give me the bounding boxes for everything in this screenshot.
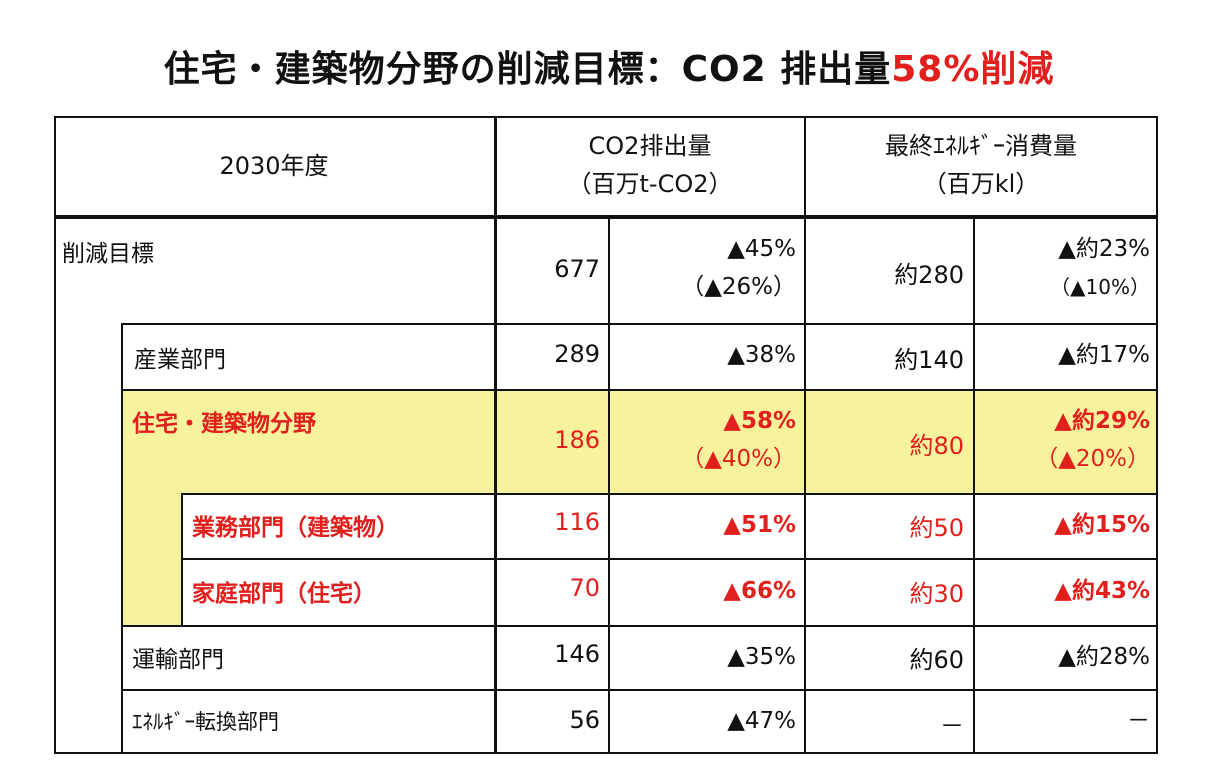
col-divider-co2-pct bbox=[608, 218, 610, 754]
row-residential-co2: 70 bbox=[569, 574, 600, 602]
title-main: 住宅・建築物分野の削減目標：CO2 排出量 bbox=[163, 49, 892, 90]
row-residential-energy: 約30 bbox=[909, 580, 964, 608]
header-energy-line2: （百万kl） bbox=[922, 170, 1040, 198]
row-line-5 bbox=[122, 625, 1158, 627]
row-label-energy-conversion: ｴﾈﾙｷﾞｰ転換部門 bbox=[132, 710, 279, 734]
indent-line-2 bbox=[181, 493, 183, 627]
row-target-co2: 677 bbox=[554, 255, 600, 283]
highlight-row bbox=[122, 390, 1158, 494]
row-transport-co2-pct: ▲35% bbox=[727, 644, 796, 670]
row-housing-energy: 約80 bbox=[909, 432, 964, 460]
row-line-2 bbox=[122, 389, 1158, 391]
row-commercial-energy-pct: ▲約15% bbox=[1054, 512, 1150, 538]
row-label-commercial: 業務部門（建築物） bbox=[192, 515, 399, 541]
title-highlight: 58%削減 bbox=[891, 49, 1055, 90]
row-target-co2-pct-sub: （▲26%） bbox=[681, 274, 796, 300]
row-industry-energy-pct: ▲約17% bbox=[1058, 342, 1150, 368]
row-target-co2-pct: ▲45% bbox=[727, 236, 796, 262]
col-divider-label bbox=[494, 116, 497, 754]
row-conversion-energy: － bbox=[940, 712, 964, 740]
row-housing-co2-pct: ▲58% bbox=[723, 408, 796, 434]
row-housing-energy-pct: ▲約29% bbox=[1054, 408, 1150, 434]
header-year: 2030年度 bbox=[219, 152, 329, 180]
indent-line-1 bbox=[121, 323, 123, 754]
row-line-3 bbox=[182, 493, 1158, 495]
row-commercial-energy: 約50 bbox=[909, 514, 964, 542]
row-housing-co2: 186 bbox=[554, 426, 600, 454]
row-housing-energy-pct-sub: （▲20%） bbox=[1035, 446, 1150, 472]
row-conversion-co2: 56 bbox=[569, 706, 600, 734]
col-divider-energy bbox=[804, 116, 806, 754]
row-commercial-co2-pct: ▲51% bbox=[723, 512, 796, 538]
row-label-transport: 運輸部門 bbox=[132, 647, 224, 673]
header-divider bbox=[54, 215, 1158, 219]
row-transport-co2: 146 bbox=[554, 640, 600, 668]
row-housing-co2-pct-sub: （▲40%） bbox=[681, 446, 796, 472]
col-divider-energy-pct bbox=[973, 218, 975, 754]
header-co2-line1: CO2排出量 bbox=[588, 132, 712, 160]
header-energy-line1: 最終ｴﾈﾙｷﾞｰ消費量 bbox=[885, 132, 1077, 160]
row-label-industry: 産業部門 bbox=[134, 347, 226, 373]
border-left bbox=[54, 116, 56, 754]
row-target-energy-pct: ▲約23% bbox=[1058, 236, 1150, 262]
row-target-energy: 約280 bbox=[894, 261, 964, 289]
row-label-target: 削減目標 bbox=[62, 241, 154, 267]
row-conversion-energy-pct: － bbox=[1127, 708, 1150, 734]
header-co2-line2: （百万t-CO2） bbox=[567, 170, 733, 198]
border-top bbox=[54, 116, 1158, 118]
row-conversion-co2-pct: ▲47% bbox=[727, 708, 796, 734]
row-label-housing-building: 住宅・建築物分野 bbox=[132, 411, 316, 437]
row-industry-co2: 289 bbox=[554, 340, 600, 368]
row-line-4 bbox=[182, 558, 1158, 560]
row-industry-co2-pct: ▲38% bbox=[727, 342, 796, 368]
border-bottom bbox=[54, 752, 1158, 754]
row-residential-co2-pct: ▲66% bbox=[723, 578, 796, 604]
row-residential-energy-pct: ▲約43% bbox=[1054, 578, 1150, 604]
highlight-indent bbox=[122, 494, 182, 626]
page-title: 住宅・建築物分野の削減目標：CO2 排出量58%削減 bbox=[0, 40, 1218, 92]
row-transport-energy: 約60 bbox=[909, 646, 964, 674]
row-target-energy-pct-sub: （▲10%） bbox=[1050, 275, 1150, 299]
row-line-1 bbox=[122, 323, 1158, 325]
row-industry-energy: 約140 bbox=[894, 346, 964, 374]
target-table: 2030年度 CO2排出量 （百万t-CO2） 最終ｴﾈﾙｷﾞｰ消費量 （百万k… bbox=[54, 116, 1158, 754]
border-right bbox=[1156, 116, 1158, 754]
row-line-6 bbox=[122, 689, 1158, 691]
row-transport-energy-pct: ▲約28% bbox=[1058, 644, 1150, 670]
row-label-residential: 家庭部門（住宅） bbox=[192, 581, 376, 607]
row-commercial-co2: 116 bbox=[554, 508, 600, 536]
